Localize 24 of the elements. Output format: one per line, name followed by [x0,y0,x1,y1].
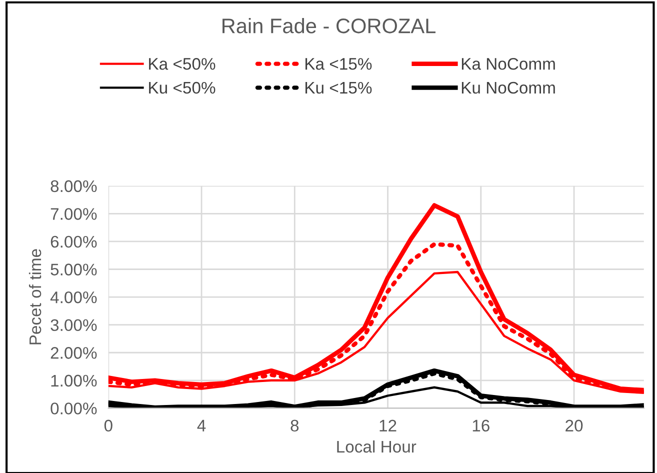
x-tick-label: 20 [566,420,583,432]
legend-label: Ka <15% [306,58,372,70]
y-tick-label: 8.00% [50,180,97,192]
legend-label: Ku NoComm [462,82,555,94]
y-tick-label: 3.00% [50,319,97,332]
x-tick-label: 0 [104,420,112,432]
x-tick-label: 4 [197,420,206,432]
legend-label: Ku <50% [149,82,216,94]
legend-label: Ka <50% [149,58,216,70]
y-tick-label: 4.00% [50,291,97,304]
y-tick-label: 6.00% [50,236,97,248]
x-tick-label: 8 [290,420,299,432]
y-tick-label: 0.00% [50,402,97,414]
y-tick-label: 5.00% [50,264,97,276]
y-tick-label: 7.00% [50,208,97,220]
y-tick-label: 1.00% [51,374,97,387]
x-axis-title: Local Hour [337,440,416,453]
y-tick-label: 2.00% [50,347,97,359]
x-tick-label: 16 [472,420,490,432]
chart-title: Rain Fade - COROZAL [222,18,436,34]
x-tick-label: 12 [380,420,396,432]
legend-label: Ku <15% [306,82,372,94]
y-axis-title: Pecet of time [28,249,42,344]
legend-label: Ka NoComm [462,58,555,70]
